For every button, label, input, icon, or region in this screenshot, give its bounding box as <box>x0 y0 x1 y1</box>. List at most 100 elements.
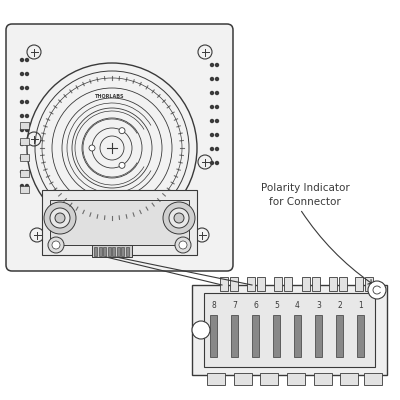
Bar <box>247 277 255 291</box>
Bar <box>287 373 305 385</box>
Text: 3: 3 <box>316 301 321 310</box>
Bar <box>20 154 29 161</box>
Circle shape <box>216 162 218 164</box>
Circle shape <box>44 202 76 234</box>
Circle shape <box>26 114 28 118</box>
Bar <box>20 186 29 193</box>
Circle shape <box>216 106 218 108</box>
Circle shape <box>20 156 24 160</box>
Bar <box>42 190 197 255</box>
Circle shape <box>169 208 189 228</box>
Text: 4: 4 <box>295 301 300 310</box>
Circle shape <box>26 184 28 188</box>
Circle shape <box>192 321 210 339</box>
Bar <box>257 277 265 291</box>
Circle shape <box>216 120 218 122</box>
Bar <box>357 315 364 357</box>
Circle shape <box>20 100 24 104</box>
Circle shape <box>26 86 28 90</box>
Bar <box>284 277 292 291</box>
Circle shape <box>368 281 386 299</box>
Text: 5: 5 <box>274 301 279 310</box>
Bar <box>121 246 124 256</box>
Bar <box>312 277 320 291</box>
Bar <box>220 277 228 291</box>
Circle shape <box>119 128 125 134</box>
Bar <box>314 373 332 385</box>
Text: 6: 6 <box>253 301 258 310</box>
Bar <box>252 315 259 357</box>
Circle shape <box>174 213 184 223</box>
Circle shape <box>26 170 28 174</box>
Circle shape <box>26 128 28 132</box>
Circle shape <box>52 241 60 249</box>
Bar <box>94 246 97 256</box>
Bar <box>329 277 337 291</box>
Bar <box>340 373 358 385</box>
Circle shape <box>26 100 28 104</box>
Text: 1: 1 <box>358 301 363 310</box>
Circle shape <box>210 92 214 94</box>
Bar <box>315 315 322 357</box>
Circle shape <box>20 184 24 188</box>
Circle shape <box>216 78 218 80</box>
Circle shape <box>20 128 24 132</box>
Bar <box>339 277 347 291</box>
Bar <box>192 285 387 375</box>
Bar <box>116 246 120 256</box>
Bar <box>336 315 343 357</box>
Bar <box>274 277 282 291</box>
Text: 2: 2 <box>337 301 342 310</box>
Bar <box>231 315 238 357</box>
Circle shape <box>210 134 214 136</box>
Circle shape <box>216 148 218 150</box>
Bar <box>230 277 238 291</box>
Circle shape <box>26 156 28 160</box>
Bar <box>126 246 128 256</box>
Circle shape <box>210 148 214 150</box>
Circle shape <box>175 237 191 253</box>
Bar <box>294 315 301 357</box>
Circle shape <box>210 120 214 122</box>
Bar <box>302 277 310 291</box>
Circle shape <box>216 64 218 66</box>
Circle shape <box>20 86 24 90</box>
Bar <box>207 373 225 385</box>
Circle shape <box>20 58 24 62</box>
Bar <box>234 373 252 385</box>
Bar <box>112 246 115 256</box>
Circle shape <box>119 162 125 168</box>
Text: 8: 8 <box>211 301 216 310</box>
Circle shape <box>179 241 187 249</box>
Circle shape <box>20 170 24 174</box>
Bar <box>210 315 217 357</box>
Circle shape <box>216 92 218 94</box>
Circle shape <box>55 213 65 223</box>
Text: Polarity Indicator
for Connector: Polarity Indicator for Connector <box>261 183 349 207</box>
Bar <box>20 122 29 129</box>
Bar <box>108 246 110 256</box>
Circle shape <box>210 78 214 80</box>
Circle shape <box>210 106 214 108</box>
Bar <box>355 277 363 291</box>
Bar <box>260 373 278 385</box>
Bar <box>20 138 29 145</box>
Bar <box>364 373 382 385</box>
Circle shape <box>163 202 195 234</box>
Circle shape <box>20 142 24 146</box>
Circle shape <box>210 64 214 66</box>
Circle shape <box>20 72 24 76</box>
Text: 7: 7 <box>232 301 237 310</box>
Circle shape <box>216 134 218 136</box>
Bar <box>273 315 280 357</box>
Bar <box>92 245 132 257</box>
Bar <box>20 170 29 177</box>
Circle shape <box>48 237 64 253</box>
Bar <box>204 293 375 367</box>
Circle shape <box>26 142 28 146</box>
Bar <box>103 246 106 256</box>
Bar <box>365 277 373 291</box>
Circle shape <box>26 58 28 62</box>
FancyBboxPatch shape <box>6 24 233 271</box>
Circle shape <box>50 208 70 228</box>
